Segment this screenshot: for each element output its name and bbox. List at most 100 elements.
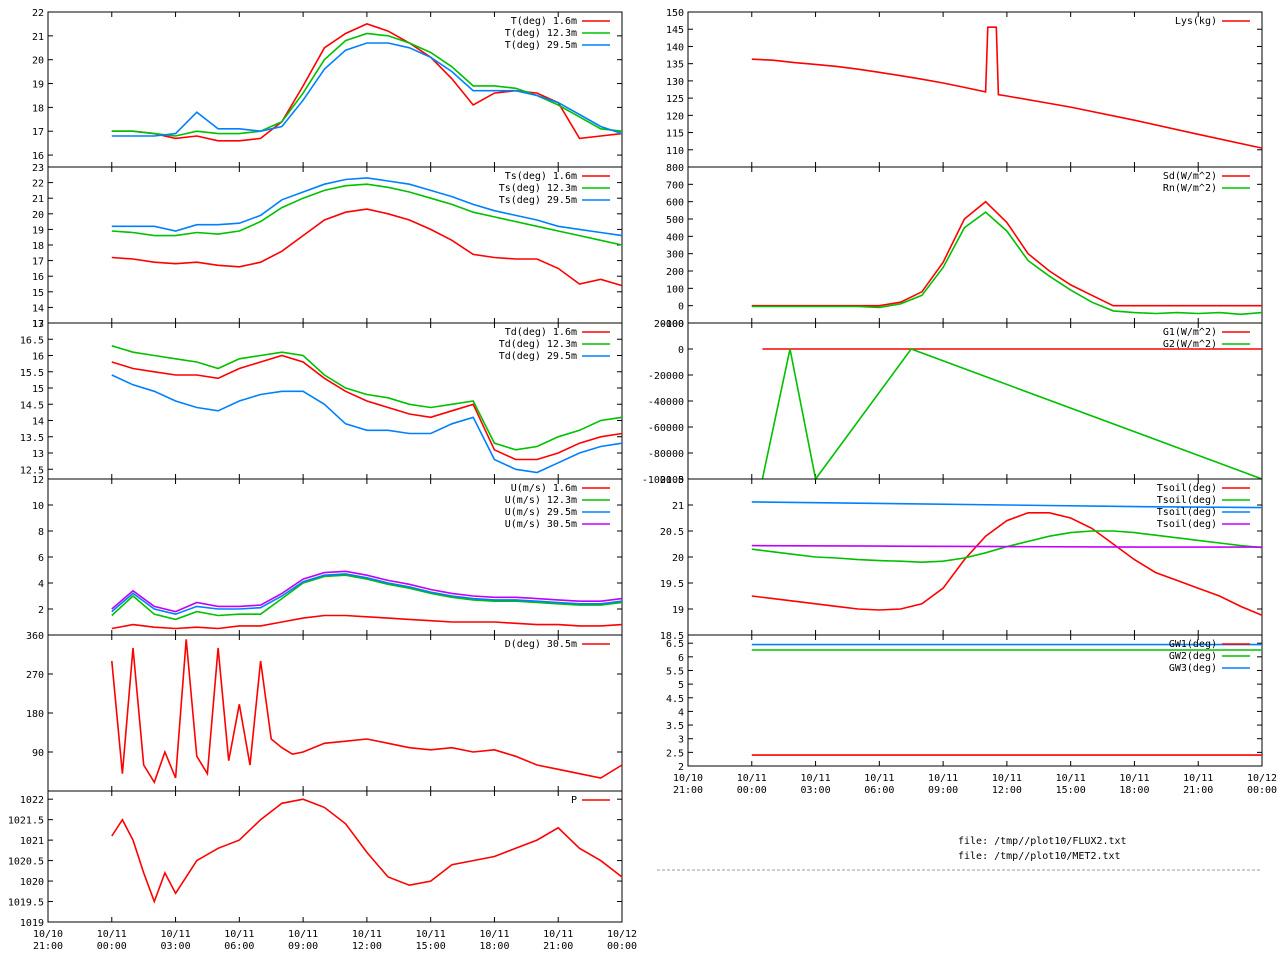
y-tick-label: 21.5 [660,475,684,486]
y-tick-label: 15.5 [20,368,44,379]
series-line-3 [111,374,623,474]
legend-entry: GW1(deg) [1169,639,1217,650]
y-tick-label: 22 [32,8,44,19]
series-line-3 [751,501,1263,509]
y-tick-label: 0 [678,345,684,356]
series-line-1 [111,798,623,904]
y-tick-label: 1019 [20,918,44,929]
y-tick-label: 1020 [20,877,44,888]
legend-entry: U(m/s) 12.3m [505,495,577,506]
y-tick-label: 1021.5 [8,816,44,827]
y-tick-label: -20000 [648,371,684,382]
y-tick-label: 13.5 [20,433,44,444]
y-tick-label: 1019.5 [8,898,44,909]
y-tick-label: 16.5 [20,335,44,346]
y-tick-label: 16 [32,352,44,363]
x-tick-label-time: 18:00 [1119,785,1149,796]
x-tick-label-date: 10/11 [1119,773,1149,784]
panel-left-3: 12.5 13 13.5 14 14.5 15 15.5 16 16.5 17 Td(deg) 1.… [20,319,623,480]
x-tick-label-time: 03:00 [801,785,831,796]
y-tick-label: 4 [678,707,684,718]
y-tick-label: 120 [666,111,684,122]
y-tick-label: 6 [678,653,684,664]
y-tick-label: 400 [666,232,684,243]
y-tick-label: 270 [26,670,44,681]
y-tick-label: 8 [38,527,44,538]
legend-entry: GW3(deg) [1169,663,1217,674]
legend-entry: Tsoil(deg) [1157,507,1217,518]
series-line-2 [761,348,1263,481]
x-tick-label-date: 10/11 [288,929,318,940]
panel-left-5: 90 180 270 360 D(deg) 30.5m [26,631,623,792]
y-tick-label: -40000 [648,397,684,408]
series-line-2 [111,183,623,246]
x-tick-label-date: 10/11 [801,773,831,784]
x-tick-label-time: 00:00 [97,941,127,952]
y-tick-label: 20.5 [660,527,684,538]
x-tick-label-date: 10/11 [416,929,446,940]
legend-entry: T(deg) 1.6m [511,16,577,27]
y-tick-label: 20000 [654,319,684,330]
panel-frame [47,790,623,923]
legend-entry: Sd(W/m^2) [1163,171,1217,182]
legend-entry: G2(W/m^2) [1163,339,1217,350]
legend-entry: Ts(deg) 12.3m [499,183,577,194]
y-tick-label: 13 [32,449,44,460]
x-tick-label-date: 10/11 [1056,773,1086,784]
series-line-1 [751,200,1262,307]
y-tick-label: 110 [666,146,684,157]
footer-file-flux: file: /tmp//plot10/FLUX2.txt [958,836,1127,847]
legend-entry: U(m/s) 29.5m [505,507,577,518]
y-tick-label: -60000 [648,423,684,434]
legend-entry: Ts(deg) 1.6m [505,171,577,182]
y-tick-label: 23 [32,163,44,174]
y-tick-label: 20 [32,56,44,67]
y-tick-label: 20 [32,210,44,221]
x-tick-label-time: 12:00 [992,785,1022,796]
series-line-2 [751,211,1263,316]
y-tick-label: 100 [666,284,684,295]
series-line-3 [111,573,623,616]
panel-left-1: 16 17 18 19 20 21 22 T(deg) 1.6mT(deg) 12.3mT(d… [32,8,623,168]
x-tick-label-time: 03:00 [161,941,191,952]
y-tick-label: 14.5 [20,400,44,411]
x-tick-label-time: 21:00 [1183,785,1213,796]
y-tick-label: 18 [32,241,44,252]
x-tick-label-time: 15:00 [416,941,446,952]
series-line-1 [111,614,623,630]
x-tick-label-time: 12:00 [352,941,382,952]
x-tick-label-date: 10/12 [1247,773,1277,784]
legend-entry: Lys(kg) [1175,16,1217,27]
y-tick-label: 140 [666,42,684,53]
x-tick-label-date: 10/10 [673,773,703,784]
series-line-1 [751,511,1263,616]
y-tick-label: 300 [666,250,684,261]
x-tick-label-date: 10/11 [1183,773,1213,784]
y-tick-label: 16 [32,151,44,162]
y-tick-label: 15 [32,384,44,395]
x-tick-label-time: 09:00 [288,941,318,952]
x-tick-label-date: 10/10 [33,929,63,940]
y-tick-label: 17 [32,319,44,330]
x-tick-label-time: 00:00 [737,785,767,796]
y-tick-label: 4 [38,579,44,590]
y-tick-label: 1021 [20,836,44,847]
y-tick-label: 21 [32,194,44,205]
x-tick-label-time: 21:00 [673,785,703,796]
y-tick-label: 5 [678,680,684,691]
series-line-2 [111,574,623,621]
x-tick-label-date: 10/11 [737,773,767,784]
footer-file-met: file: /tmp//plot10/MET2.txt [958,851,1121,862]
x-tick-label-date: 10/11 [97,929,127,940]
series-line-3 [111,42,623,137]
y-tick-label: 700 [666,180,684,191]
legend-entry: T(deg) 12.3m [505,28,577,39]
series-line-2 [111,345,623,451]
y-tick-label: 130 [666,77,684,88]
y-tick-label: 1020.5 [8,857,44,868]
legend-entry: Td(deg) 29.5m [499,351,577,362]
series-line-4 [751,544,1262,548]
x-tick-label-date: 10/11 [479,929,509,940]
